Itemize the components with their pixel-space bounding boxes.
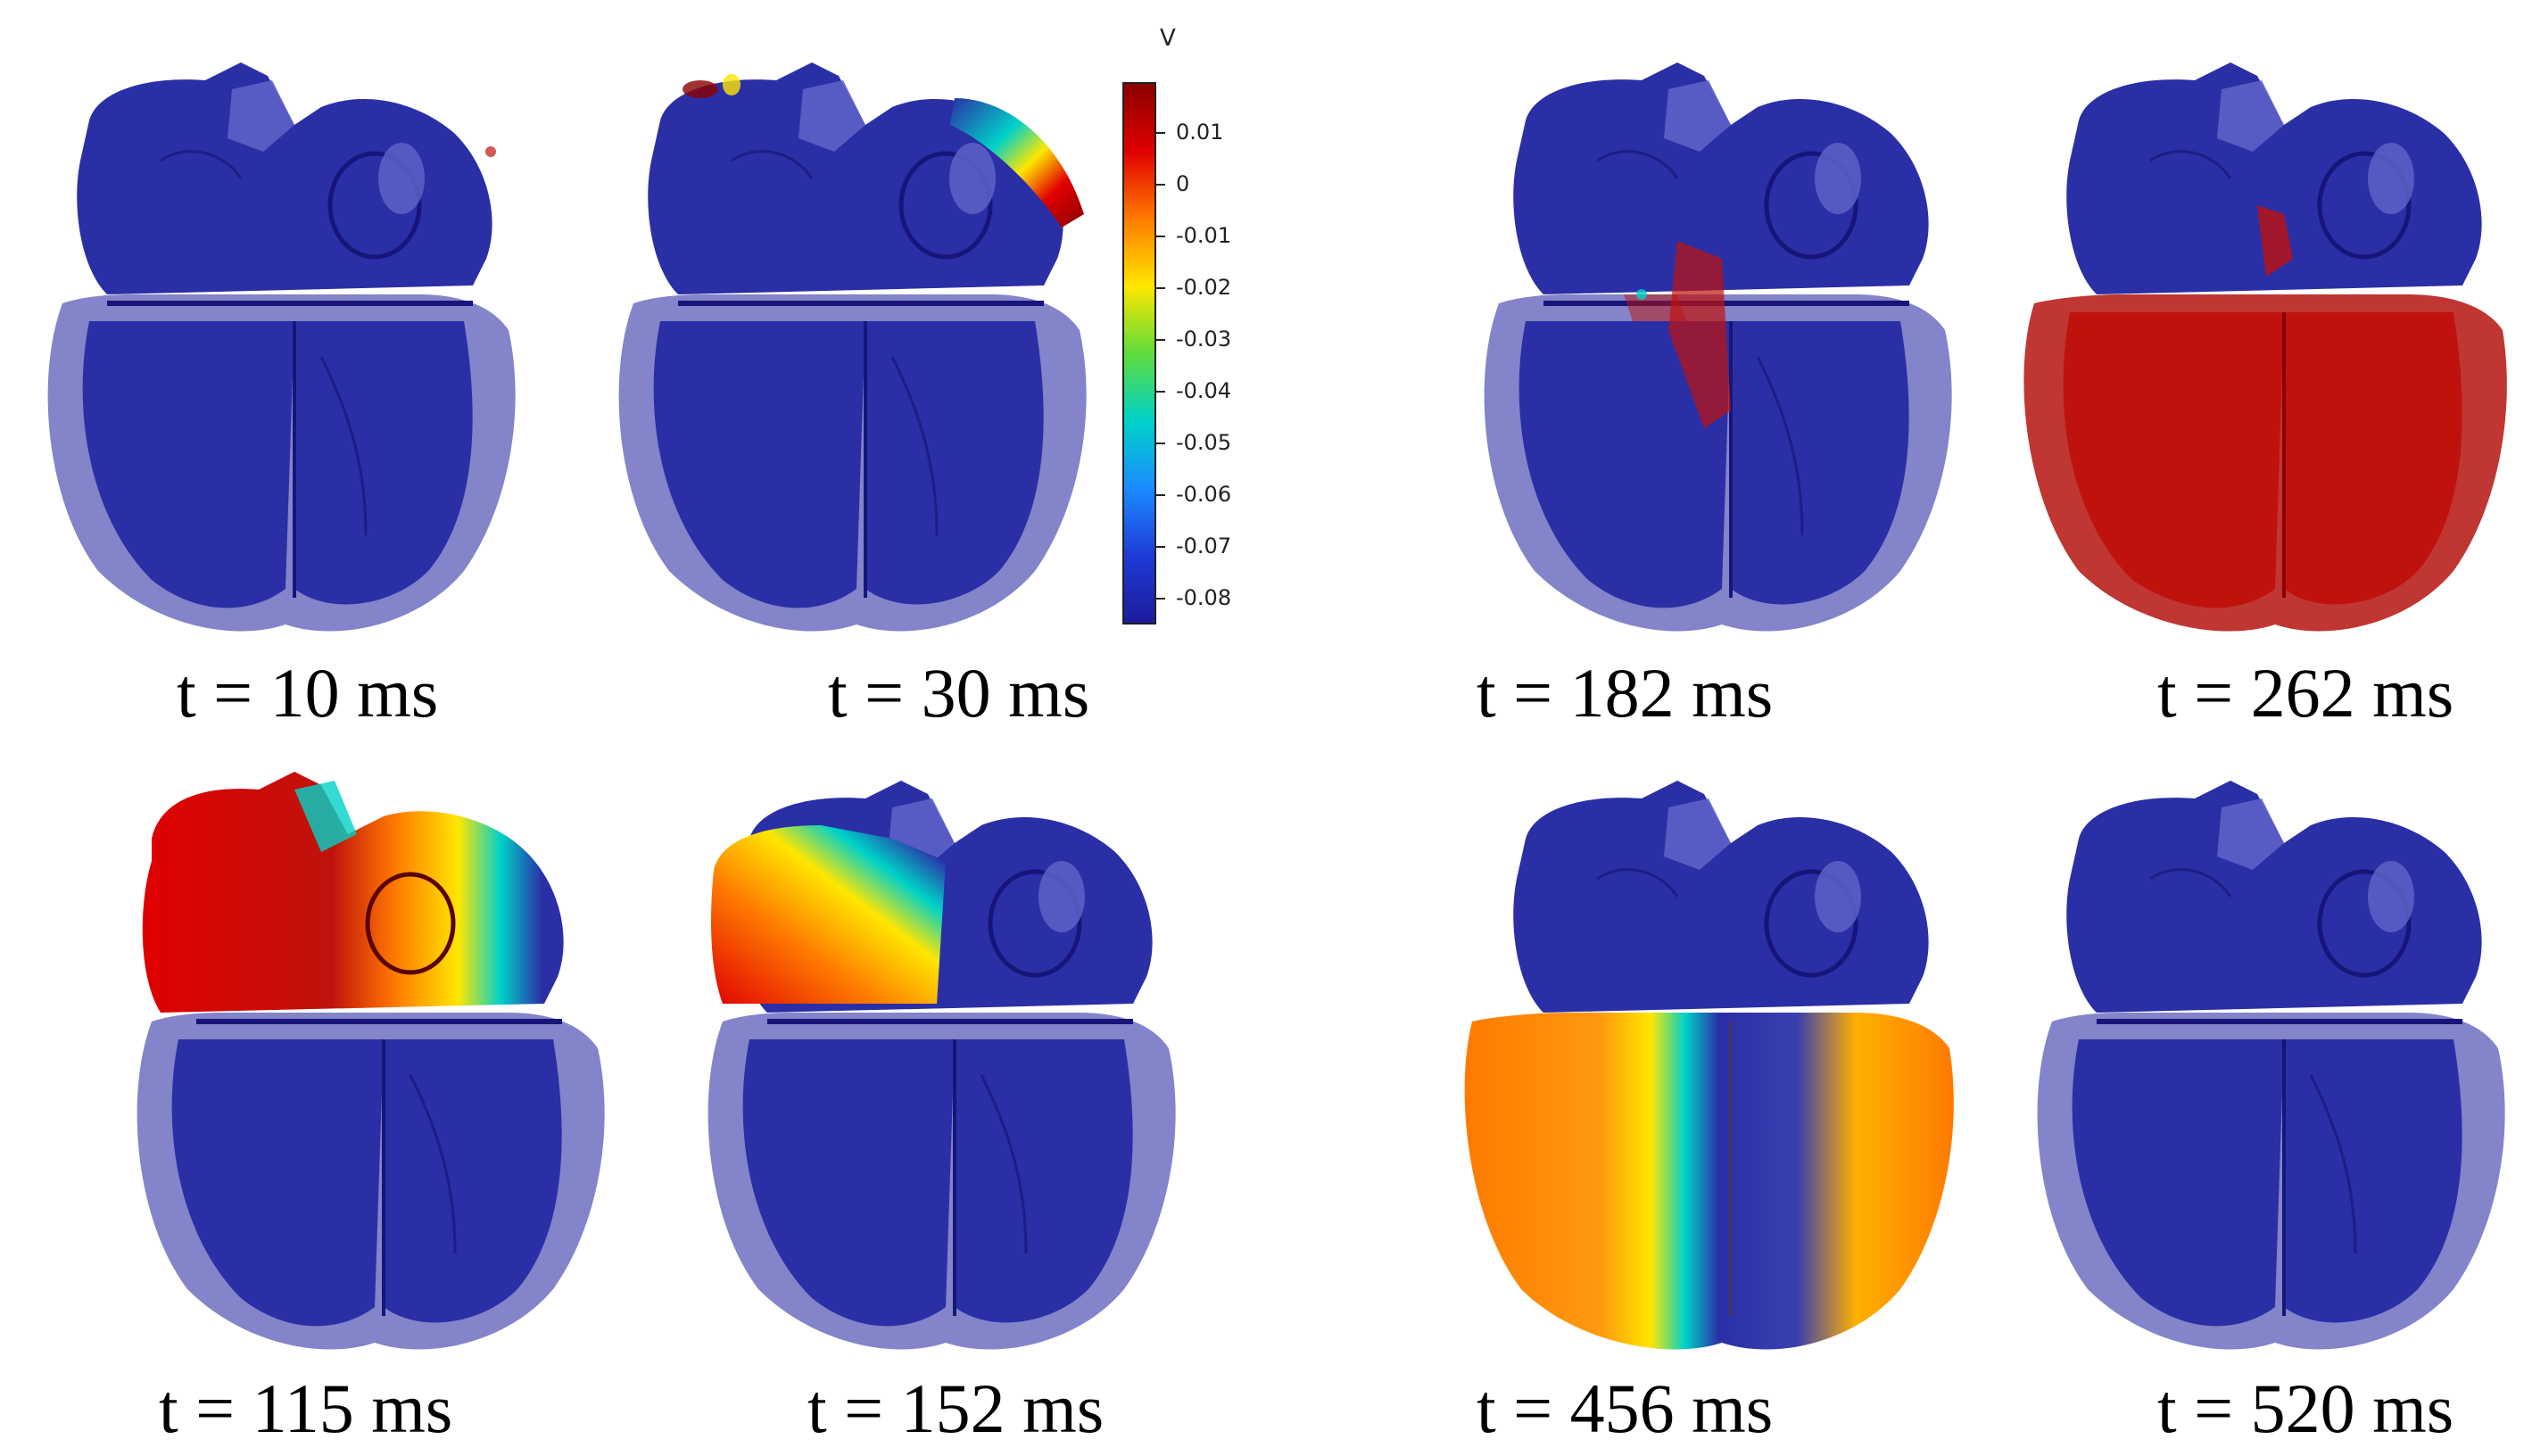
- colorbar-tick-label: -0.02: [1176, 275, 1232, 300]
- time-caption: t = 262 ms: [2157, 654, 2454, 732]
- colorbar-tick-label: -0.08: [1176, 585, 1232, 610]
- colorbar-tick-mark: [1156, 546, 1165, 548]
- colorbar-tick-label: -0.03: [1176, 327, 1232, 352]
- colorbar-tick-mark: [1156, 494, 1165, 496]
- heart-image: [1484, 36, 1952, 632]
- colorbar-unit: V: [1160, 25, 1176, 52]
- time-caption: t = 456 ms: [1477, 1369, 1774, 1447]
- heart-panel-182ms: [1463, 36, 1963, 642]
- colorbar-tick-mark: [1156, 184, 1165, 186]
- heart-image: [1464, 754, 1954, 1350]
- heart-panel-115ms: [116, 754, 616, 1361]
- heart-panel-262ms: [2016, 36, 2516, 642]
- colorbar-tick-label: 0.01: [1176, 120, 1224, 145]
- heart-image: [2023, 36, 2507, 632]
- colorbar-tick-mark: [1156, 598, 1165, 600]
- heart-panel-30ms: [598, 36, 1097, 642]
- colorbar-tick-label: -0.04: [1176, 378, 1232, 403]
- colorbar: [1122, 82, 1156, 625]
- time-caption: t = 30 ms: [828, 654, 1090, 732]
- colorbar-tick-mark: [1156, 236, 1165, 237]
- colorbar-tick-mark: [1156, 132, 1165, 134]
- colorbar-tick-label: 0: [1176, 171, 1190, 196]
- time-caption: t = 520 ms: [2157, 1369, 2454, 1447]
- heart-panel-152ms: [687, 754, 1187, 1361]
- heart-panel-456ms: [1463, 754, 1963, 1361]
- colorbar-tick-label: -0.07: [1176, 534, 1232, 558]
- colorbar-tick-mark: [1156, 391, 1165, 393]
- colorbar-tick-label: -0.06: [1176, 482, 1232, 507]
- heart-image: [137, 772, 605, 1350]
- colorbar-tick-mark: [1156, 287, 1165, 289]
- time-caption: t = 10 ms: [177, 654, 439, 732]
- colorbar-tick-mark: [1156, 339, 1165, 341]
- heart-panel-10ms: [27, 36, 526, 642]
- colorbar-tick-mark: [1156, 443, 1165, 444]
- time-caption: t = 115 ms: [159, 1369, 453, 1447]
- heart-image: [2037, 754, 2505, 1350]
- colorbar-tick-label: -0.01: [1176, 223, 1232, 248]
- heart-image: [47, 36, 516, 632]
- heart-panel-520ms: [2016, 754, 2516, 1361]
- colorbar-tick-label: -0.05: [1176, 430, 1232, 455]
- heart-image: [618, 36, 1087, 632]
- time-caption: t = 182 ms: [1477, 654, 1774, 732]
- time-caption: t = 152 ms: [807, 1369, 1105, 1447]
- heart-image: [707, 754, 1176, 1350]
